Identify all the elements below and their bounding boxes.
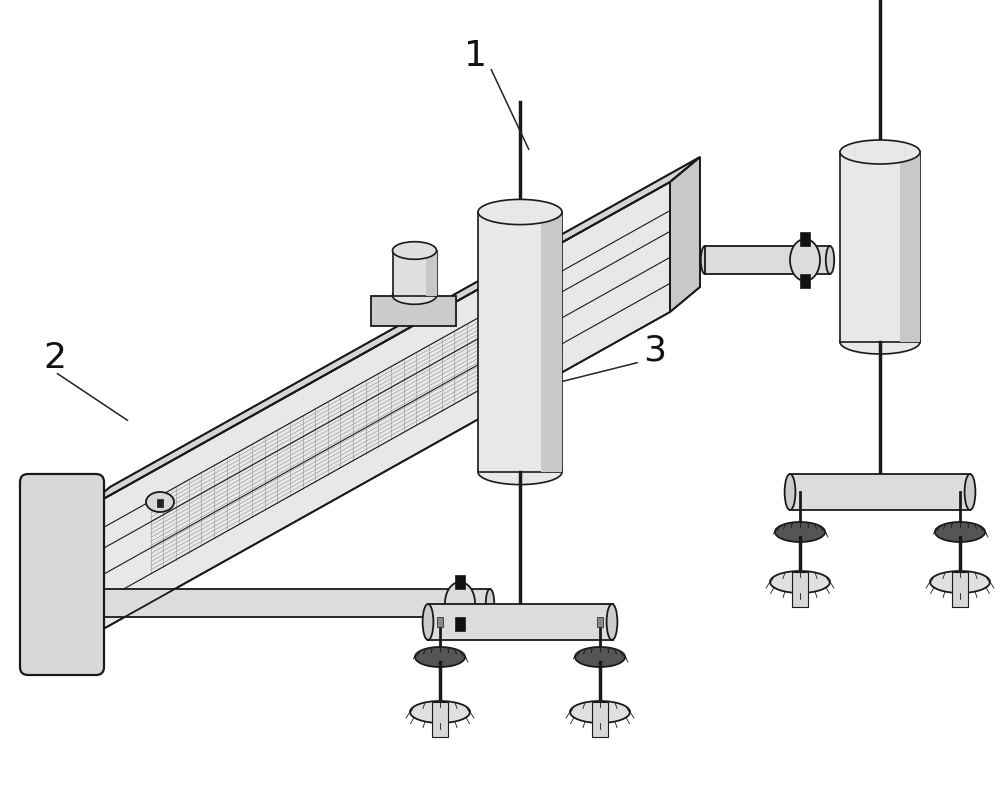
Ellipse shape [965, 475, 975, 510]
Ellipse shape [826, 247, 834, 274]
Polygon shape [80, 158, 700, 512]
Bar [437, 618, 443, 627]
Bar [800, 233, 810, 247]
Ellipse shape [785, 475, 795, 510]
Bar [790, 475, 970, 510]
Ellipse shape [392, 242, 436, 260]
Ellipse shape [410, 701, 470, 723]
Bar [952, 573, 968, 607]
Ellipse shape [930, 571, 990, 593]
Ellipse shape [840, 141, 920, 164]
Text: 2: 2 [44, 341, 66, 375]
Ellipse shape [146, 492, 174, 512]
Ellipse shape [423, 604, 433, 640]
Bar [157, 500, 163, 508]
Ellipse shape [935, 522, 985, 542]
Text: 3: 3 [644, 334, 666, 367]
Ellipse shape [478, 200, 562, 225]
Bar [592, 702, 608, 737]
Bar [597, 618, 603, 627]
Bar [705, 247, 830, 274]
Text: 1: 1 [464, 39, 486, 73]
FancyBboxPatch shape [20, 475, 104, 675]
Ellipse shape [445, 582, 475, 624]
Ellipse shape [575, 647, 625, 667]
Ellipse shape [770, 571, 830, 593]
Ellipse shape [415, 647, 465, 667]
Ellipse shape [486, 589, 494, 618]
Bar [800, 274, 810, 289]
Bar [541, 213, 562, 472]
Bar [428, 604, 613, 640]
Bar [455, 618, 465, 631]
Ellipse shape [701, 247, 709, 274]
Ellipse shape [97, 589, 105, 618]
Ellipse shape [478, 460, 562, 485]
Bar [426, 251, 436, 296]
Ellipse shape [570, 701, 630, 723]
Ellipse shape [840, 330, 920, 354]
Bar [392, 251, 436, 296]
Bar [792, 573, 808, 607]
Bar [432, 702, 448, 737]
Ellipse shape [790, 240, 820, 282]
Bar [840, 153, 920, 342]
Ellipse shape [775, 522, 825, 542]
Polygon shape [80, 183, 670, 642]
Ellipse shape [607, 604, 617, 640]
Polygon shape [370, 296, 456, 326]
Ellipse shape [392, 287, 436, 305]
Bar [101, 589, 490, 618]
Bar [455, 575, 465, 589]
Polygon shape [670, 158, 700, 313]
Bar [478, 213, 562, 472]
Bar [900, 153, 920, 342]
